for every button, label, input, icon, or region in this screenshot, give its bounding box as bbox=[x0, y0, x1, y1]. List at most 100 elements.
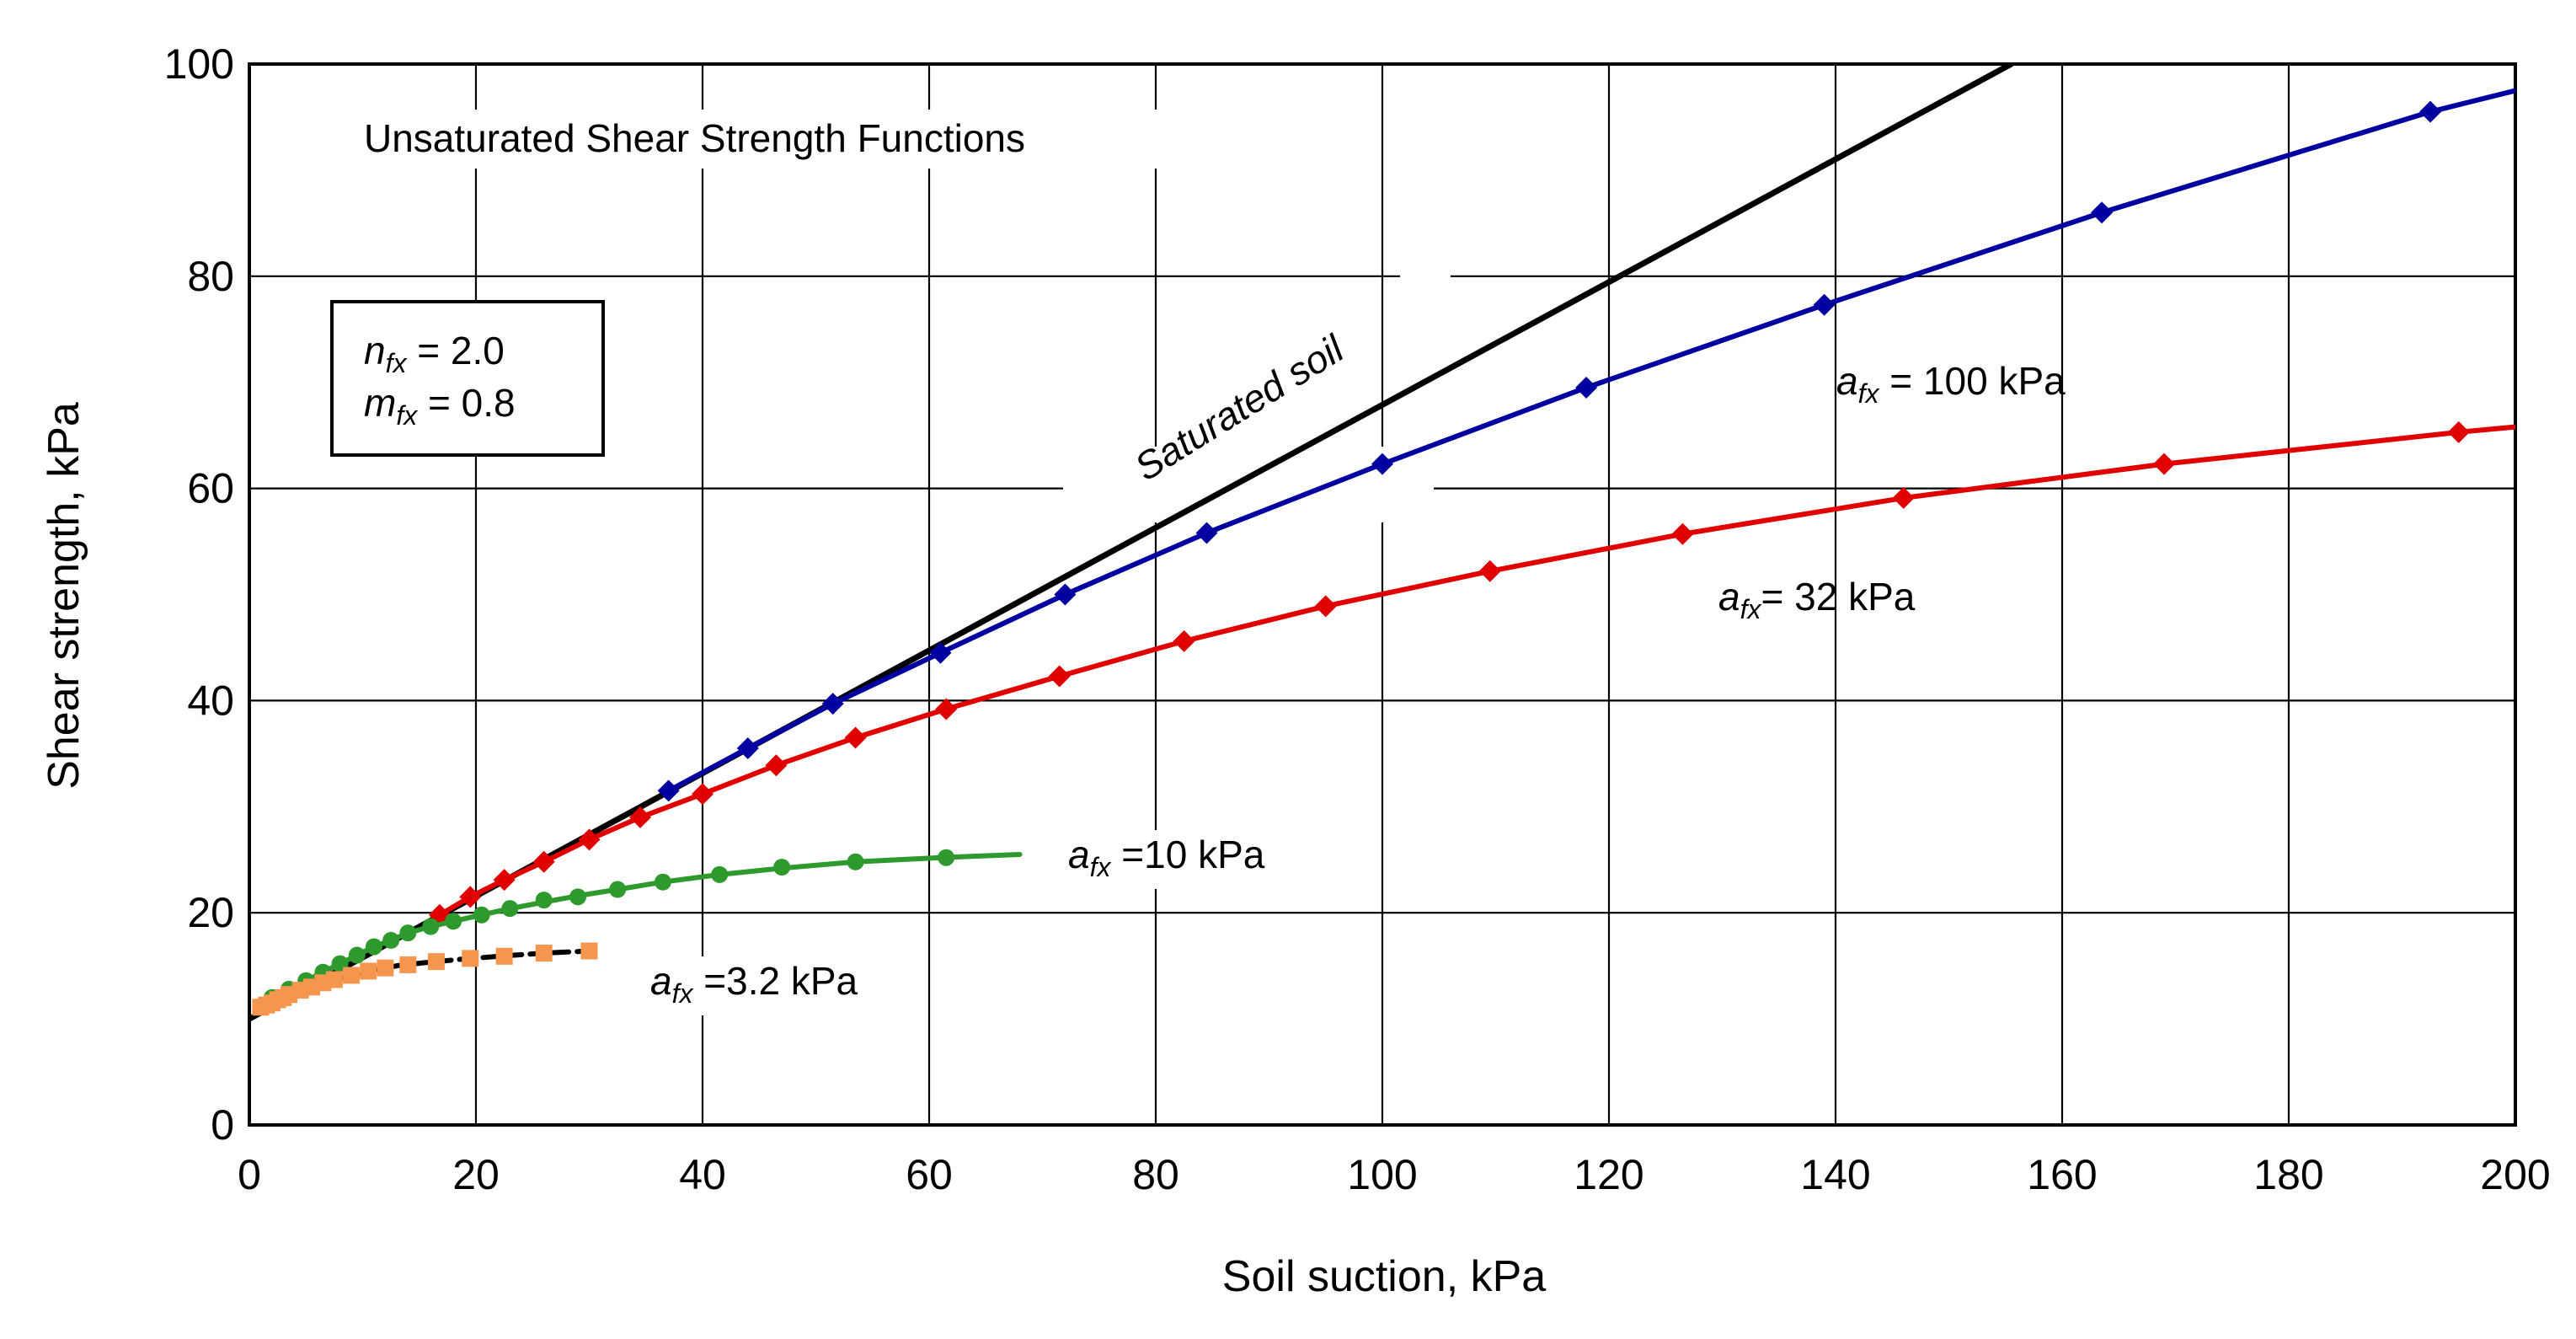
series-label-afx-32: afx= 32 kPa bbox=[1718, 575, 1916, 624]
series-label-afx-32-prefix: a bbox=[1718, 575, 1740, 619]
series-label-afx-3-2-sub: fx bbox=[672, 978, 694, 1009]
parameters-box-border bbox=[330, 300, 605, 457]
x-tick-label-200: 200 bbox=[2480, 1151, 2550, 1198]
series-4-point-18 bbox=[580, 942, 598, 960]
m-parameter: mfx = 0.8 bbox=[364, 381, 516, 431]
series-3-point-5 bbox=[348, 946, 366, 964]
label-mask-afx-3-2 bbox=[640, 956, 927, 1015]
y-tick-label-60: 60 bbox=[187, 465, 234, 512]
n-subscript: fx bbox=[386, 348, 408, 378]
series-1-point-7 bbox=[1575, 376, 1598, 399]
series-2-point-16 bbox=[2153, 453, 2176, 475]
grid bbox=[248, 62, 2517, 1127]
x-tick-label-0: 0 bbox=[238, 1151, 261, 1198]
x-tick-label-80: 80 bbox=[1132, 1151, 1179, 1198]
y-tick-label-40: 40 bbox=[187, 677, 234, 724]
series-2-point-14 bbox=[1671, 522, 1694, 545]
series-2 bbox=[428, 420, 2515, 926]
series-1-point-1 bbox=[736, 737, 759, 760]
series-2-point-4 bbox=[578, 828, 601, 851]
label-mask-afx-10 bbox=[1060, 830, 1338, 889]
m-subscript: fx bbox=[396, 400, 418, 431]
series-1-point-4 bbox=[1054, 583, 1077, 606]
series-3-point-20 bbox=[938, 849, 955, 866]
y-tick-label-100: 100 bbox=[164, 40, 234, 88]
series-4-point-12 bbox=[377, 959, 394, 977]
y-tick-label-0: 0 bbox=[211, 1101, 234, 1149]
parameters-box: nfx = 2.0 mfx = 0.8 bbox=[330, 300, 605, 457]
series-label-afx-10-prefix: a bbox=[1068, 833, 1090, 876]
series-4-point-15 bbox=[462, 950, 479, 967]
series-4 bbox=[252, 942, 598, 1016]
series-3-point-11 bbox=[473, 906, 490, 924]
series-4-point-16 bbox=[495, 947, 513, 965]
series-label-afx-10-sub: fx bbox=[1090, 852, 1112, 882]
series-3-point-9 bbox=[422, 918, 440, 935]
x-tick-label-120: 120 bbox=[1574, 1151, 1643, 1198]
series-3-point-12 bbox=[501, 900, 519, 918]
series-4-point-9 bbox=[325, 971, 343, 988]
series-1-point-8 bbox=[1813, 293, 1836, 316]
series-3-point-18 bbox=[773, 859, 791, 876]
label-mask-saturated bbox=[1063, 447, 1434, 522]
y-tick-label-20: 20 bbox=[187, 889, 234, 936]
series-4-point-14 bbox=[427, 953, 445, 971]
series-2-point-8 bbox=[844, 726, 867, 749]
series-2-point-5 bbox=[629, 806, 652, 828]
series-2-point-10 bbox=[1048, 665, 1071, 688]
series-label-afx-10-suffix: =10 kPa bbox=[1110, 833, 1264, 876]
series-label-afx-100-suffix: = 100 kPa bbox=[1879, 359, 2066, 403]
x-tick-label-140: 140 bbox=[1800, 1151, 1870, 1198]
m-symbol: m bbox=[364, 381, 396, 425]
x-tick-label-20: 20 bbox=[452, 1151, 500, 1198]
x-axis-title: Soil suction, kPa bbox=[1222, 1252, 1546, 1301]
series-4-point-13 bbox=[399, 956, 417, 973]
series-2-point-11 bbox=[1173, 629, 1195, 652]
series-label-afx-3-2-prefix: a bbox=[650, 959, 672, 1003]
series-2-point-1 bbox=[459, 886, 482, 908]
x-tick-label-60: 60 bbox=[906, 1151, 953, 1198]
series-2-point-15 bbox=[1892, 486, 1915, 509]
series-2-point-7 bbox=[765, 754, 788, 777]
series-2-point-6 bbox=[692, 783, 713, 806]
series-3-point-7 bbox=[382, 931, 400, 949]
y-axis-title: Shear strength, kPa bbox=[40, 402, 88, 790]
n-symbol: n bbox=[364, 329, 386, 372]
plot-area-border bbox=[248, 62, 2517, 1127]
series-3-point-19 bbox=[847, 853, 864, 870]
series-3-point-16 bbox=[654, 873, 671, 891]
series-label-afx-3-2: afx =3.2 kPa bbox=[650, 959, 858, 1009]
series-label-afx-100: afx = 100 kPa bbox=[1836, 359, 2066, 409]
chart-title: Unsaturated Shear Strength Functions bbox=[364, 116, 1025, 160]
series-2-point-3 bbox=[532, 850, 555, 873]
series-2-point-13 bbox=[1478, 560, 1501, 582]
series-3-point-10 bbox=[445, 913, 462, 930]
series-label-afx-32-suffix: = 32 kPa bbox=[1761, 575, 1915, 619]
series-label-afx-100-prefix: a bbox=[1836, 359, 1858, 403]
label-mask-saturated-2 bbox=[1400, 271, 1451, 347]
series-2-point-2 bbox=[493, 869, 516, 892]
n-value: = 2.0 bbox=[406, 329, 504, 372]
m-value: = 0.8 bbox=[417, 381, 515, 425]
series-2-point-9 bbox=[935, 698, 958, 720]
series-2-point-12 bbox=[1314, 595, 1337, 618]
series-2-point-17 bbox=[2447, 420, 2470, 443]
tick-labels: 0 20 40 60 80 100 120 140 160 180 200 0 20 40 60 80 100 bbox=[164, 40, 2551, 1198]
n-parameter: nfx = 2.0 bbox=[364, 329, 505, 378]
series-3-point-13 bbox=[535, 892, 553, 909]
series-4-point-10 bbox=[343, 967, 361, 984]
x-tick-label-100: 100 bbox=[1347, 1151, 1417, 1198]
series-1-point-9 bbox=[2091, 201, 2114, 224]
series-label-afx-32-sub: fx bbox=[1740, 594, 1762, 624]
series-3-point-17 bbox=[711, 865, 729, 883]
x-tick-label-180: 180 bbox=[2253, 1151, 2323, 1198]
series-1-point-0 bbox=[657, 779, 680, 802]
series-3-point-8 bbox=[399, 924, 417, 942]
series-1-point-2 bbox=[821, 693, 844, 715]
x-tick-label-160: 160 bbox=[2027, 1151, 2097, 1198]
series-1-point-10 bbox=[2419, 100, 2442, 123]
x-tick-label-40: 40 bbox=[679, 1151, 726, 1198]
